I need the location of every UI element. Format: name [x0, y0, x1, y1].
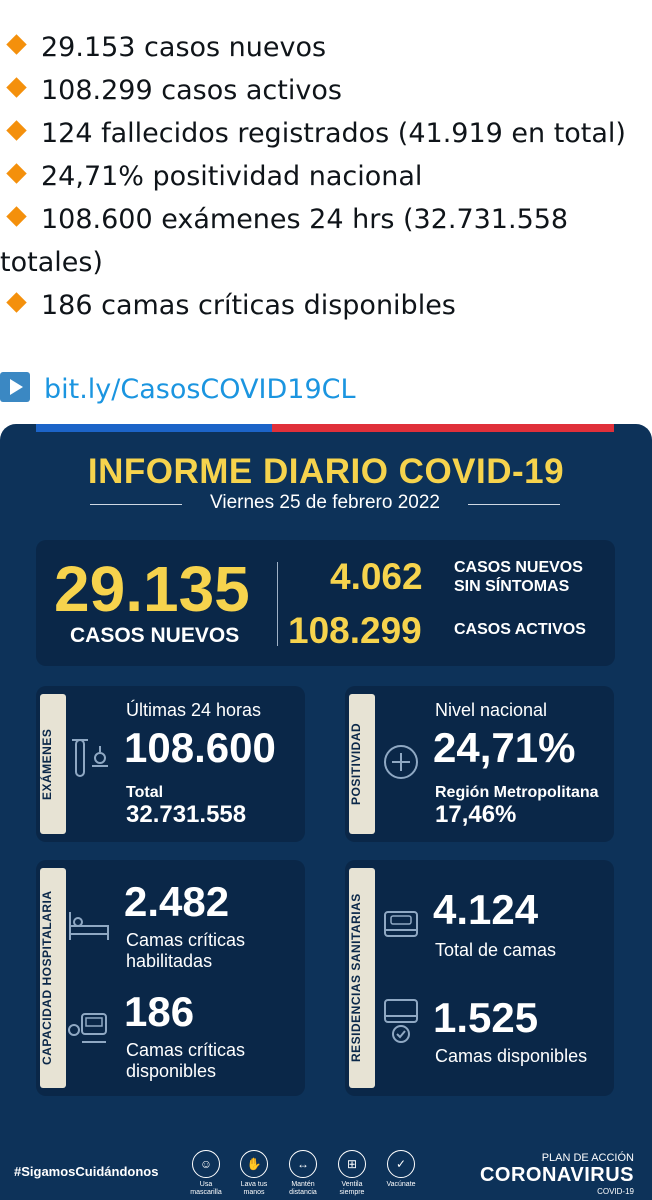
play-button-icon [0, 372, 30, 402]
orange-diamond-icon [6, 77, 27, 98]
bullet-line-continued: totales) [0, 247, 103, 278]
camas-disponibles-label: Camas críticas disponibles [126, 1040, 246, 1081]
test-tube-icon [72, 739, 108, 777]
vaccine-icon: ✓ [387, 1150, 415, 1178]
examenes-24h-label: Últimas 24 horas [126, 700, 262, 720]
tweet-text: 29.153 casos nuevos 108.299 casos activo… [0, 26, 652, 327]
bullet-line: 24,71% positividad nacional [0, 155, 652, 198]
window-icon: ⊞ [338, 1150, 366, 1178]
sin-sintomas-value: 4.062 [330, 556, 423, 597]
hospitalaria-tab: CAPACIDAD HOSPITALARIA [40, 868, 66, 1088]
orange-diamond-icon [6, 120, 27, 141]
infographic-title: INFORME DIARIO COVID-19 [87, 452, 565, 491]
bullet-line: 186 camas críticas disponibles [0, 284, 652, 327]
hands-icon: ✋ [240, 1150, 268, 1178]
residencias-panel: RESIDENCIAS SANITARIAS 4.124 Total de ca… [345, 860, 614, 1096]
examenes-total-value: 32.731.558 [126, 801, 247, 828]
positividad-tab: POSITIVIDAD [349, 694, 375, 834]
tip-mascarilla: ☺ Usa mascarilla [185, 1150, 227, 1197]
flag-stripe-red [272, 424, 614, 432]
nivel-nacional-label: Nivel nacional [435, 700, 548, 720]
plan-accion-logo: PLAN DE ACCIÓN CORONAVIRUS COVID-19 [479, 1152, 634, 1196]
tip-distancia: ↔ Mantén distancia [282, 1150, 324, 1197]
hospitalaria-panel: CAPACIDAD HOSPITALARIA 2.482 Camas críti… [36, 860, 305, 1096]
casos-nuevos-label: CASOS NUEVOS [70, 624, 240, 647]
casos-activos-value: 108.299 [288, 610, 422, 651]
tip-vacuna: ✓ Vacúnate [380, 1150, 422, 1189]
orange-diamond-icon [6, 206, 27, 227]
ventilator-icon [68, 1013, 107, 1043]
camas-habilitadas-label: Camas críticas habilitadas [126, 930, 246, 971]
orange-diamond-icon [6, 163, 27, 184]
summary-panel: 29.135 CASOS NUEVOS 4.062 CASOS NUEVOS S… [36, 540, 615, 666]
examenes-total-label: Total [126, 784, 164, 801]
residencias-tab: RESIDENCIAS SANITARIAS [349, 868, 375, 1088]
examenes-24h-value: 108.600 [124, 724, 276, 771]
total-camas-label: Total de camas [435, 940, 557, 960]
region-metropolitana-value: 17,46% [435, 801, 517, 828]
camas-disp-value: 1.525 [433, 994, 539, 1041]
bed-check-icon [384, 999, 418, 1043]
plus-circle-icon [384, 745, 418, 779]
bed-icon [384, 911, 418, 937]
mask-icon: ☺ [192, 1150, 220, 1178]
tip-ventila: ⊞ Ventila siempre [331, 1150, 373, 1197]
divider [277, 562, 278, 646]
examenes-tab: EXÁMENES [40, 694, 66, 834]
bullet-line: 108.299 casos activos [0, 69, 652, 112]
camas-habilitadas-value: 2.482 [124, 878, 230, 925]
link-row: bit.ly/CasosCOVID19CL [0, 370, 356, 410]
bullet-line: 124 fallecidos registrados (41.919 en to… [0, 112, 652, 155]
bullet-line: 29.153 casos nuevos [0, 26, 652, 69]
infographic-date: Viernes 25 de febrero 2022 [90, 492, 560, 516]
camas-disponibles-value: 186 [124, 988, 195, 1035]
tip-manos: ✋ Lava tus manos [233, 1150, 275, 1197]
flag-stripe-blue [36, 424, 272, 432]
distance-icon: ↔ [289, 1150, 317, 1178]
hospital-bed-icon [69, 912, 109, 940]
orange-diamond-icon [6, 34, 27, 55]
bullet-line: 108.600 exámenes 24 hrs (32.731.558 [0, 198, 652, 241]
infographic-footer: #SigamosCuidándonos ☺ Usa mascarilla ✋ Lava… [0, 1150, 652, 1200]
orange-diamond-icon [6, 292, 27, 313]
casos-nuevos-value: 29.135 [54, 553, 250, 625]
region-metropolitana-label: Región Metropolitana [435, 784, 599, 801]
total-camas-value: 4.124 [433, 886, 539, 933]
casos-activos-label: CASOS ACTIVOS [454, 621, 586, 638]
camas-disp-label: Camas disponibles [435, 1046, 588, 1066]
casos-link[interactable]: bit.ly/CasosCOVID19CL [44, 374, 356, 405]
sin-sintomas-label: CASOS NUEVOS SIN SÍNTOMAS [454, 559, 583, 595]
hashtag: #SigamosCuidándonos [14, 1164, 159, 1179]
examenes-panel: EXÁMENES Últimas 24 horas 108.600 Total … [36, 686, 305, 842]
nivel-nacional-value: 24,71% [433, 724, 576, 771]
infographic-image[interactable]: INFORME DIARIO COVID-19 Viernes 25 de fe… [0, 424, 652, 1200]
positividad-panel: POSITIVIDAD Nivel nacional 24,71% Región… [345, 686, 614, 842]
